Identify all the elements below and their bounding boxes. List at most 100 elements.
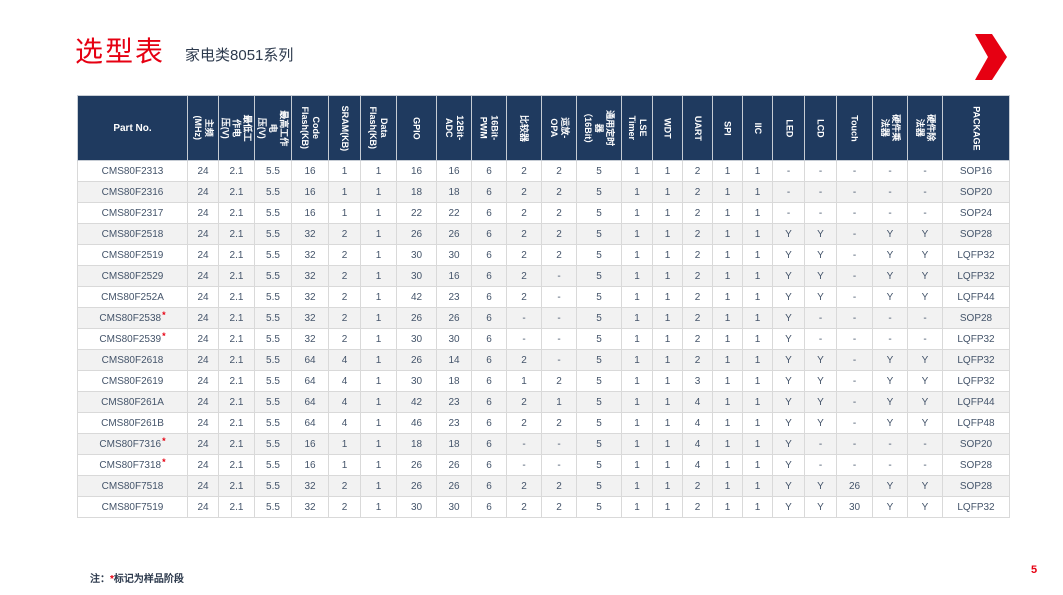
column-header: IIC — [742, 95, 773, 161]
table-header: Part No. 主频(MHz) 最低工作电 压(V) 最高工作电 压(V) Code … — [77, 95, 1010, 161]
table-cell: - — [836, 160, 873, 182]
table-cell: 1 — [652, 391, 683, 413]
column-header: 最高工作电 压(V) — [254, 95, 292, 161]
table-cell: Y — [804, 349, 837, 371]
table-cell: Y — [804, 475, 837, 497]
table-cell: 1 — [360, 349, 397, 371]
table-cell: 24 — [187, 475, 219, 497]
red-chevron-right-icon — [975, 34, 1007, 80]
table-cell: 1 — [360, 160, 397, 182]
table-cell: 1 — [328, 160, 361, 182]
table-cell: 16 — [396, 160, 437, 182]
table-cell: 1 — [621, 223, 653, 245]
table-cell: 2 — [541, 496, 577, 518]
part-number: CMS80F2539 — [99, 333, 162, 345]
table-cell: 32 — [291, 328, 329, 350]
footnote-prefix: 注： — [90, 574, 110, 585]
table-cell: - — [872, 433, 908, 455]
table-cell: 2.1 — [218, 454, 255, 476]
table-cell: 2 — [682, 265, 713, 287]
table-cell: Y — [804, 370, 837, 392]
column-header: PACKAGE — [942, 95, 1010, 161]
table-cell: 1 — [742, 349, 773, 371]
table-cell: - — [836, 202, 873, 224]
table-cell: 6 — [471, 412, 507, 434]
table-cell: 1 — [652, 244, 683, 266]
table-cell: 1 — [360, 433, 397, 455]
table-cell: 24 — [187, 307, 219, 329]
table-cell: 1 — [621, 412, 653, 434]
part-number-cell: CMS80F2518 — [77, 223, 188, 245]
table-cell: 30 — [396, 370, 437, 392]
table-cell: 2.1 — [218, 160, 255, 182]
table-cell: Y — [772, 265, 805, 287]
table-cell: 2 — [506, 475, 542, 497]
mcu-selection-table: Part No. 主频(MHz) 最低工作电 压(V) 最高工作电 压(V) Code … — [77, 95, 1010, 518]
table-cell: 2.1 — [218, 412, 255, 434]
table-cell: 1 — [621, 244, 653, 266]
column-header: LSE Timer — [621, 95, 653, 161]
table-cell: 2 — [328, 475, 361, 497]
table-cell: 42 — [396, 391, 437, 413]
table-cell: 1 — [712, 454, 743, 476]
table-cell: Y — [772, 370, 805, 392]
table-cell: 22 — [396, 202, 437, 224]
table-cell: 5.5 — [254, 475, 292, 497]
table-cell: 1 — [712, 160, 743, 182]
table-cell: 1 — [360, 307, 397, 329]
part-number-cell: CMS80F2619 — [77, 370, 188, 392]
table-cell: 1 — [712, 265, 743, 287]
table-cell: 18 — [436, 433, 472, 455]
table-cell: 64 — [291, 349, 329, 371]
table-cell: 2 — [682, 286, 713, 308]
table-cell: 30 — [396, 496, 437, 518]
table-cell: 1 — [621, 328, 653, 350]
table-cell: 6 — [471, 328, 507, 350]
table-cell: - — [836, 328, 873, 350]
table-row: CMS80F252A 24 2.1 5.5 32 2 1 42 23 6 2-5 1 1 2 1 1 Y Y - Y Y… — [77, 286, 1010, 308]
table-cell: 22 — [436, 202, 472, 224]
table-cell: - — [872, 307, 908, 329]
table-cell: 5.5 — [254, 202, 292, 224]
part-number: CMS80F2316 — [101, 186, 164, 198]
part-number: CMS80F261B — [101, 417, 164, 429]
table-cell: LQFP32 — [942, 370, 1010, 392]
column-header: 主频(MHz) — [187, 95, 219, 161]
table-cell: - — [541, 286, 577, 308]
table-cell: 24 — [187, 391, 219, 413]
table-cell: 26 — [436, 307, 472, 329]
table-cell: 1 — [360, 412, 397, 434]
table-cell: 5 — [576, 223, 622, 245]
table-cell: Y — [907, 223, 943, 245]
table-cell: 6 — [471, 160, 507, 182]
part-number-cell: CMS80F7519 — [77, 496, 188, 518]
column-header: WDT — [652, 95, 683, 161]
table-cell: 4 — [682, 391, 713, 413]
table-cell: - — [907, 181, 943, 203]
part-number-cell: CMS80F252A — [77, 286, 188, 308]
table-cell: 5.5 — [254, 349, 292, 371]
table-cell: 5 — [576, 244, 622, 266]
table-cell: 5.5 — [254, 391, 292, 413]
table-cell: 2.1 — [218, 244, 255, 266]
table-cell: 26 — [836, 475, 873, 497]
table-cell: - — [541, 328, 577, 350]
table-cell: - — [836, 349, 873, 371]
table-cell: 6 — [471, 496, 507, 518]
table-cell: Y — [907, 286, 943, 308]
table-cell: Y — [872, 244, 908, 266]
table-cell: 2 — [506, 265, 542, 287]
table-cell: 1 — [360, 391, 397, 413]
table-cell: Y — [772, 412, 805, 434]
table-cell: 1 — [360, 265, 397, 287]
table-cell: 2.1 — [218, 181, 255, 203]
table-cell: 24 — [187, 160, 219, 182]
table-cell: - — [541, 265, 577, 287]
column-header: GPIO — [396, 95, 437, 161]
table-cell: Y — [772, 286, 805, 308]
table-cell: 1 — [652, 412, 683, 434]
table-cell: 18 — [436, 181, 472, 203]
table-cell: LQFP44 — [942, 391, 1010, 413]
column-header: 硬件除法器 — [907, 95, 943, 161]
part-number-cell: CMS80F2316 — [77, 181, 188, 203]
